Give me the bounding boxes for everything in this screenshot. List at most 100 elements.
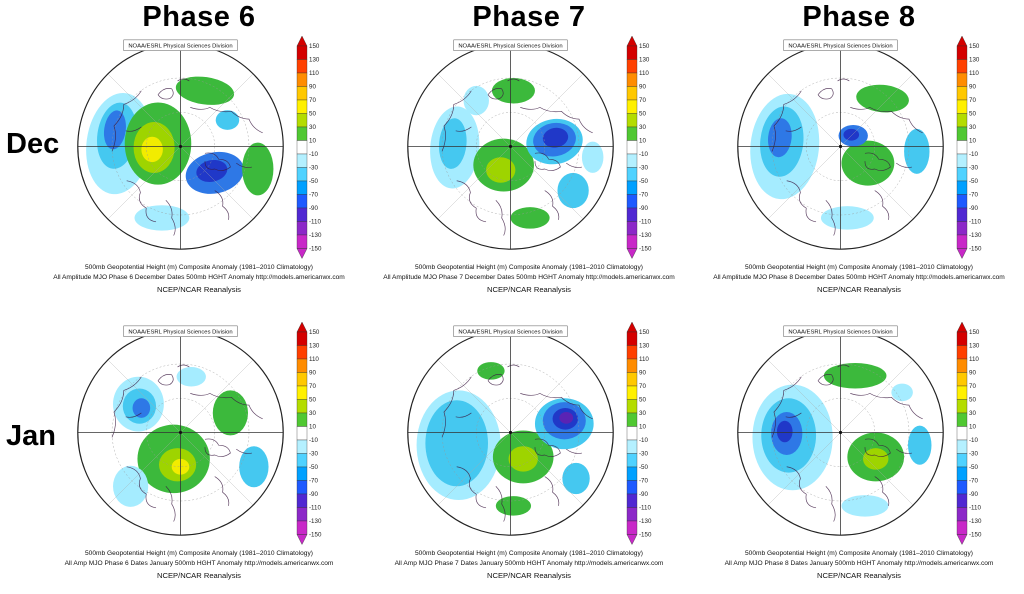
colorbar-tick-label: -90 bbox=[969, 491, 979, 498]
colorbar-tick-label: -130 bbox=[969, 232, 982, 239]
colorbar-segment bbox=[296, 358, 307, 373]
colorbar-tick-label: 30 bbox=[969, 124, 976, 131]
map-panel-jan-phase-6: NOAA/ESRL Physical Sciences Division 150… bbox=[34, 320, 364, 580]
colorbar-tick-label: 110 bbox=[309, 70, 319, 77]
colorbar-arrow-top bbox=[296, 35, 307, 47]
map-captions: 500mb Geopotential Height (m) Composite … bbox=[696, 549, 1022, 580]
caption-line1: 500mb Geopotential Height (m) Composite … bbox=[415, 264, 643, 271]
colorbar-tick-label: 30 bbox=[309, 410, 316, 417]
colorbar-segment bbox=[296, 412, 307, 427]
colorbar-segment bbox=[626, 180, 637, 195]
colorbar-segment bbox=[626, 221, 637, 236]
noaa-esrl-label: NOAA/ESRL Physical Sciences Division bbox=[123, 39, 237, 51]
map-captions: 500mb Geopotential Height (m) Composite … bbox=[36, 263, 362, 294]
colorbar-tick-label: 130 bbox=[969, 343, 980, 350]
colorbar: 150 130 110 90 70 50 30 10 -10 -30 -50 -70 -90 -110 -1… bbox=[956, 35, 982, 259]
map-captions: 500mb Geopotential Height (m) Composite … bbox=[366, 549, 692, 580]
colorbar-segment bbox=[956, 86, 967, 101]
colorbar-segment bbox=[296, 399, 307, 414]
row-label-dec: Dec bbox=[6, 128, 60, 160]
colorbar-segment bbox=[956, 426, 967, 441]
colorbar-arrow-top bbox=[626, 321, 637, 333]
colorbar-tick-label: -130 bbox=[309, 232, 322, 239]
caption-line1: 500mb Geopotential Height (m) Composite … bbox=[85, 264, 313, 271]
colorbar-tick-label: 130 bbox=[639, 343, 650, 350]
svg-text:NOAA/ESRL Physical Sciences Di: NOAA/ESRL Physical Sciences Division bbox=[788, 44, 892, 50]
pole-dot bbox=[178, 144, 182, 149]
colorbar-tick-label: -130 bbox=[969, 518, 982, 525]
colorbar-segment bbox=[956, 493, 967, 508]
map-with-colorbar: NOAA/ESRL Physical Sciences Division 150… bbox=[68, 320, 331, 548]
colorbar-segment bbox=[626, 99, 637, 114]
colorbar-tick-label: -50 bbox=[639, 464, 649, 471]
caption-line2: All Amplitude MJO Phase 8 December Dates… bbox=[713, 273, 1005, 281]
noaa-esrl-label: NOAA/ESRL Physical Sciences Division bbox=[783, 39, 897, 51]
colorbar-tick-label: 70 bbox=[639, 383, 646, 390]
map-with-colorbar: NOAA/ESRL Physical Sciences Division 150… bbox=[728, 34, 991, 262]
noaa-esrl-label: NOAA/ESRL Physical Sciences Division bbox=[453, 39, 567, 51]
colorbar-tick-label: 110 bbox=[639, 356, 649, 363]
caption-line2: All Amp MJO Phase 7 Dates January 500mb … bbox=[394, 559, 664, 567]
map-captions: 500mb Geopotential Height (m) Composite … bbox=[696, 263, 1022, 294]
colorbar-tick-label: 50 bbox=[969, 111, 976, 118]
colorbar-segment bbox=[296, 234, 307, 249]
colorbar-segment bbox=[956, 507, 967, 522]
colorbar-tick-label: -10 bbox=[969, 151, 979, 158]
colorbar-tick-label: -90 bbox=[969, 205, 979, 212]
phase-header-7: Phase 7 bbox=[472, 0, 586, 33]
colorbar-segment bbox=[626, 453, 637, 468]
colorbar-tick-label: 150 bbox=[969, 43, 980, 50]
row-label-jan: Jan bbox=[6, 420, 56, 452]
caption-reanalysis: NCEP/NCAR Reanalysis bbox=[157, 571, 241, 581]
colorbar-segment bbox=[956, 72, 967, 87]
caption-reanalysis: NCEP/NCAR Reanalysis bbox=[817, 285, 901, 295]
colorbar-tick-label: 70 bbox=[969, 97, 976, 104]
colorbar-segment bbox=[626, 126, 637, 141]
svg-text:NOAA/ESRL Physical Sciences Di: NOAA/ESRL Physical Sciences Division bbox=[788, 330, 892, 336]
colorbar-tick-label: -110 bbox=[969, 219, 981, 226]
colorbar-tick-label: -50 bbox=[309, 464, 319, 471]
colorbar-segment bbox=[626, 45, 637, 60]
colorbar-segment bbox=[296, 167, 307, 182]
colorbar-segment bbox=[296, 86, 307, 101]
colorbar-segment bbox=[296, 153, 307, 168]
colorbar-segment bbox=[956, 331, 967, 346]
colorbar-tick-label: 50 bbox=[639, 397, 646, 404]
colorbar-tick-label: 30 bbox=[639, 410, 646, 417]
caption-line2: All Amp MJO Phase 6 Dates January 500mb … bbox=[64, 559, 334, 567]
colorbar-tick-label: -10 bbox=[309, 437, 319, 444]
svg-text:NOAA/ESRL Physical Sciences Di: NOAA/ESRL Physical Sciences Division bbox=[458, 330, 562, 336]
colorbar-segment bbox=[956, 99, 967, 114]
colorbar-tick-label: -30 bbox=[639, 165, 649, 172]
colorbar-segment bbox=[626, 507, 637, 522]
maps-row-jan: NOAA/ESRL Physical Sciences Division 150… bbox=[34, 320, 1024, 580]
colorbar: 150 130 110 90 70 50 30 10 -10 -30 -50 -70 -90 -110 -1… bbox=[296, 35, 322, 259]
colorbar-tick-label: -150 bbox=[969, 246, 982, 253]
colorbar-tick-label: -110 bbox=[639, 505, 651, 512]
colorbar-segment bbox=[626, 207, 637, 222]
phase-header-6: Phase 6 bbox=[142, 0, 256, 33]
colorbar: 150 130 110 90 70 50 30 10 -10 -30 -50 -70 -90 -110 -1… bbox=[956, 321, 982, 546]
colorbar-tick-label: 90 bbox=[639, 370, 646, 377]
caption-reanalysis: NCEP/NCAR Reanalysis bbox=[817, 571, 901, 581]
colorbar-segment bbox=[626, 399, 637, 414]
colorbar-segment bbox=[956, 439, 967, 454]
colorbar-arrow-top bbox=[956, 35, 967, 47]
colorbar-arrow-bottom bbox=[956, 248, 967, 259]
colorbar-tick-label: 30 bbox=[309, 124, 316, 131]
caption-line2: All Amplitude MJO Phase 6 December Dates… bbox=[53, 273, 345, 281]
colorbar-segment bbox=[296, 507, 307, 522]
pole-dot bbox=[838, 431, 842, 435]
colorbar-tick-label: -30 bbox=[309, 165, 319, 172]
map-with-colorbar: NOAA/ESRL Physical Sciences Division 150… bbox=[398, 34, 661, 262]
colorbar-tick-label: 90 bbox=[639, 84, 646, 91]
colorbar-segment bbox=[956, 221, 967, 236]
colorbar-segment bbox=[626, 385, 637, 400]
colorbar-segment bbox=[296, 480, 307, 495]
colorbar-tick-label: -10 bbox=[639, 151, 649, 158]
colorbar-segment bbox=[956, 372, 967, 387]
colorbar-tick-label: 150 bbox=[309, 329, 320, 336]
colorbar-segment bbox=[296, 180, 307, 195]
colorbar-tick-label: 110 bbox=[969, 356, 979, 363]
colorbar-tick-label: 110 bbox=[309, 356, 319, 363]
